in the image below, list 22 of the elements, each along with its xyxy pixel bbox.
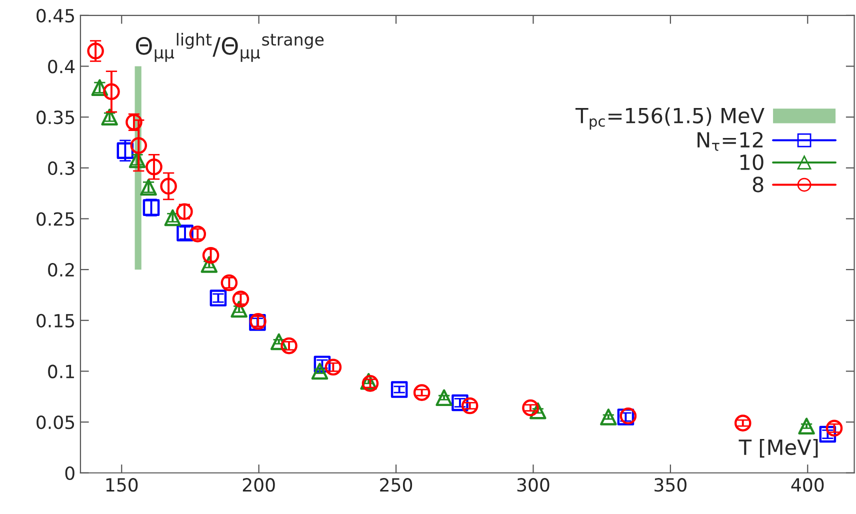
legend-label: 8: [752, 176, 764, 192]
y-tick-label: 0.2: [48, 263, 74, 277]
x-tick-label: 300: [517, 478, 550, 492]
x-tick-label: 200: [242, 478, 275, 492]
x-axis-title: T [MeV]: [738, 438, 818, 458]
y-tick-label: 0.25: [36, 212, 74, 226]
legend-label: N$_{τ}$=12: [698, 132, 763, 151]
legend-label: T$_{pc}$=156(1.5) MeV: [575, 107, 764, 130]
legend-label: 10: [740, 154, 764, 170]
y-tick-label: 0.1: [48, 364, 74, 378]
y-tick-label: 0.45: [36, 8, 74, 23]
x-tick-label: 150: [106, 478, 138, 492]
y-tick-label: 0.05: [36, 416, 74, 430]
x-tick-label: 250: [380, 478, 412, 492]
x-tick-label: 400: [791, 478, 824, 492]
y-tick-label: 0.4: [48, 60, 75, 74]
x-tick-label: 350: [654, 478, 686, 492]
y-tick-label: 0.35: [36, 110, 74, 124]
y-tick-label: 0: [65, 466, 74, 480]
y-tick-label: 0.15: [36, 314, 74, 328]
annotation: Θ$_{μμ}$$^{light}$/Θ$_{μμ}$$^{strange}$: [136, 32, 324, 62]
y-tick-label: 0.3: [48, 161, 74, 176]
